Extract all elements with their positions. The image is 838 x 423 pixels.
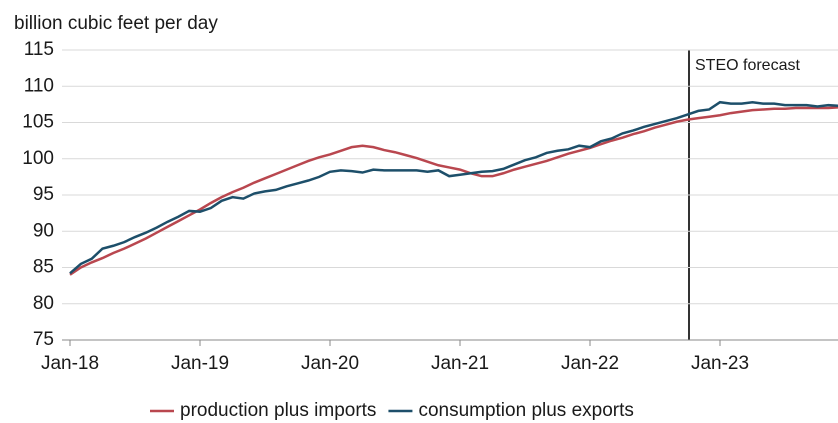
x-tick-label: Jan-18	[41, 353, 99, 374]
y-tick-label: 105	[22, 112, 54, 133]
series-line	[69, 100, 838, 275]
y-tick-label: 115	[24, 39, 54, 60]
x-tick-label: Jan-23	[691, 353, 749, 374]
y-tick-label: 90	[33, 220, 54, 241]
y-tick-label: 80	[33, 293, 54, 314]
x-tick-label: Jan-19	[171, 353, 229, 374]
y-tick-label: 100	[22, 148, 54, 169]
y-tick-label: 110	[24, 75, 54, 96]
y-tick-label: 85	[33, 257, 54, 278]
y-axis-label: billion cubic feet per day	[14, 13, 218, 34]
y-tick-label: 75	[33, 329, 54, 350]
y-tick-label: 95	[33, 184, 54, 205]
x-tick-label: Jan-20	[301, 353, 359, 374]
annotation: STEO forecast	[695, 57, 800, 74]
series-line	[69, 106, 838, 276]
legend-label: consumption plus exports	[418, 400, 633, 421]
legend-label: production plus imports	[180, 400, 376, 421]
x-tick-label: Jan-22	[561, 353, 619, 374]
x-tick-label: Jan-21	[431, 353, 489, 374]
